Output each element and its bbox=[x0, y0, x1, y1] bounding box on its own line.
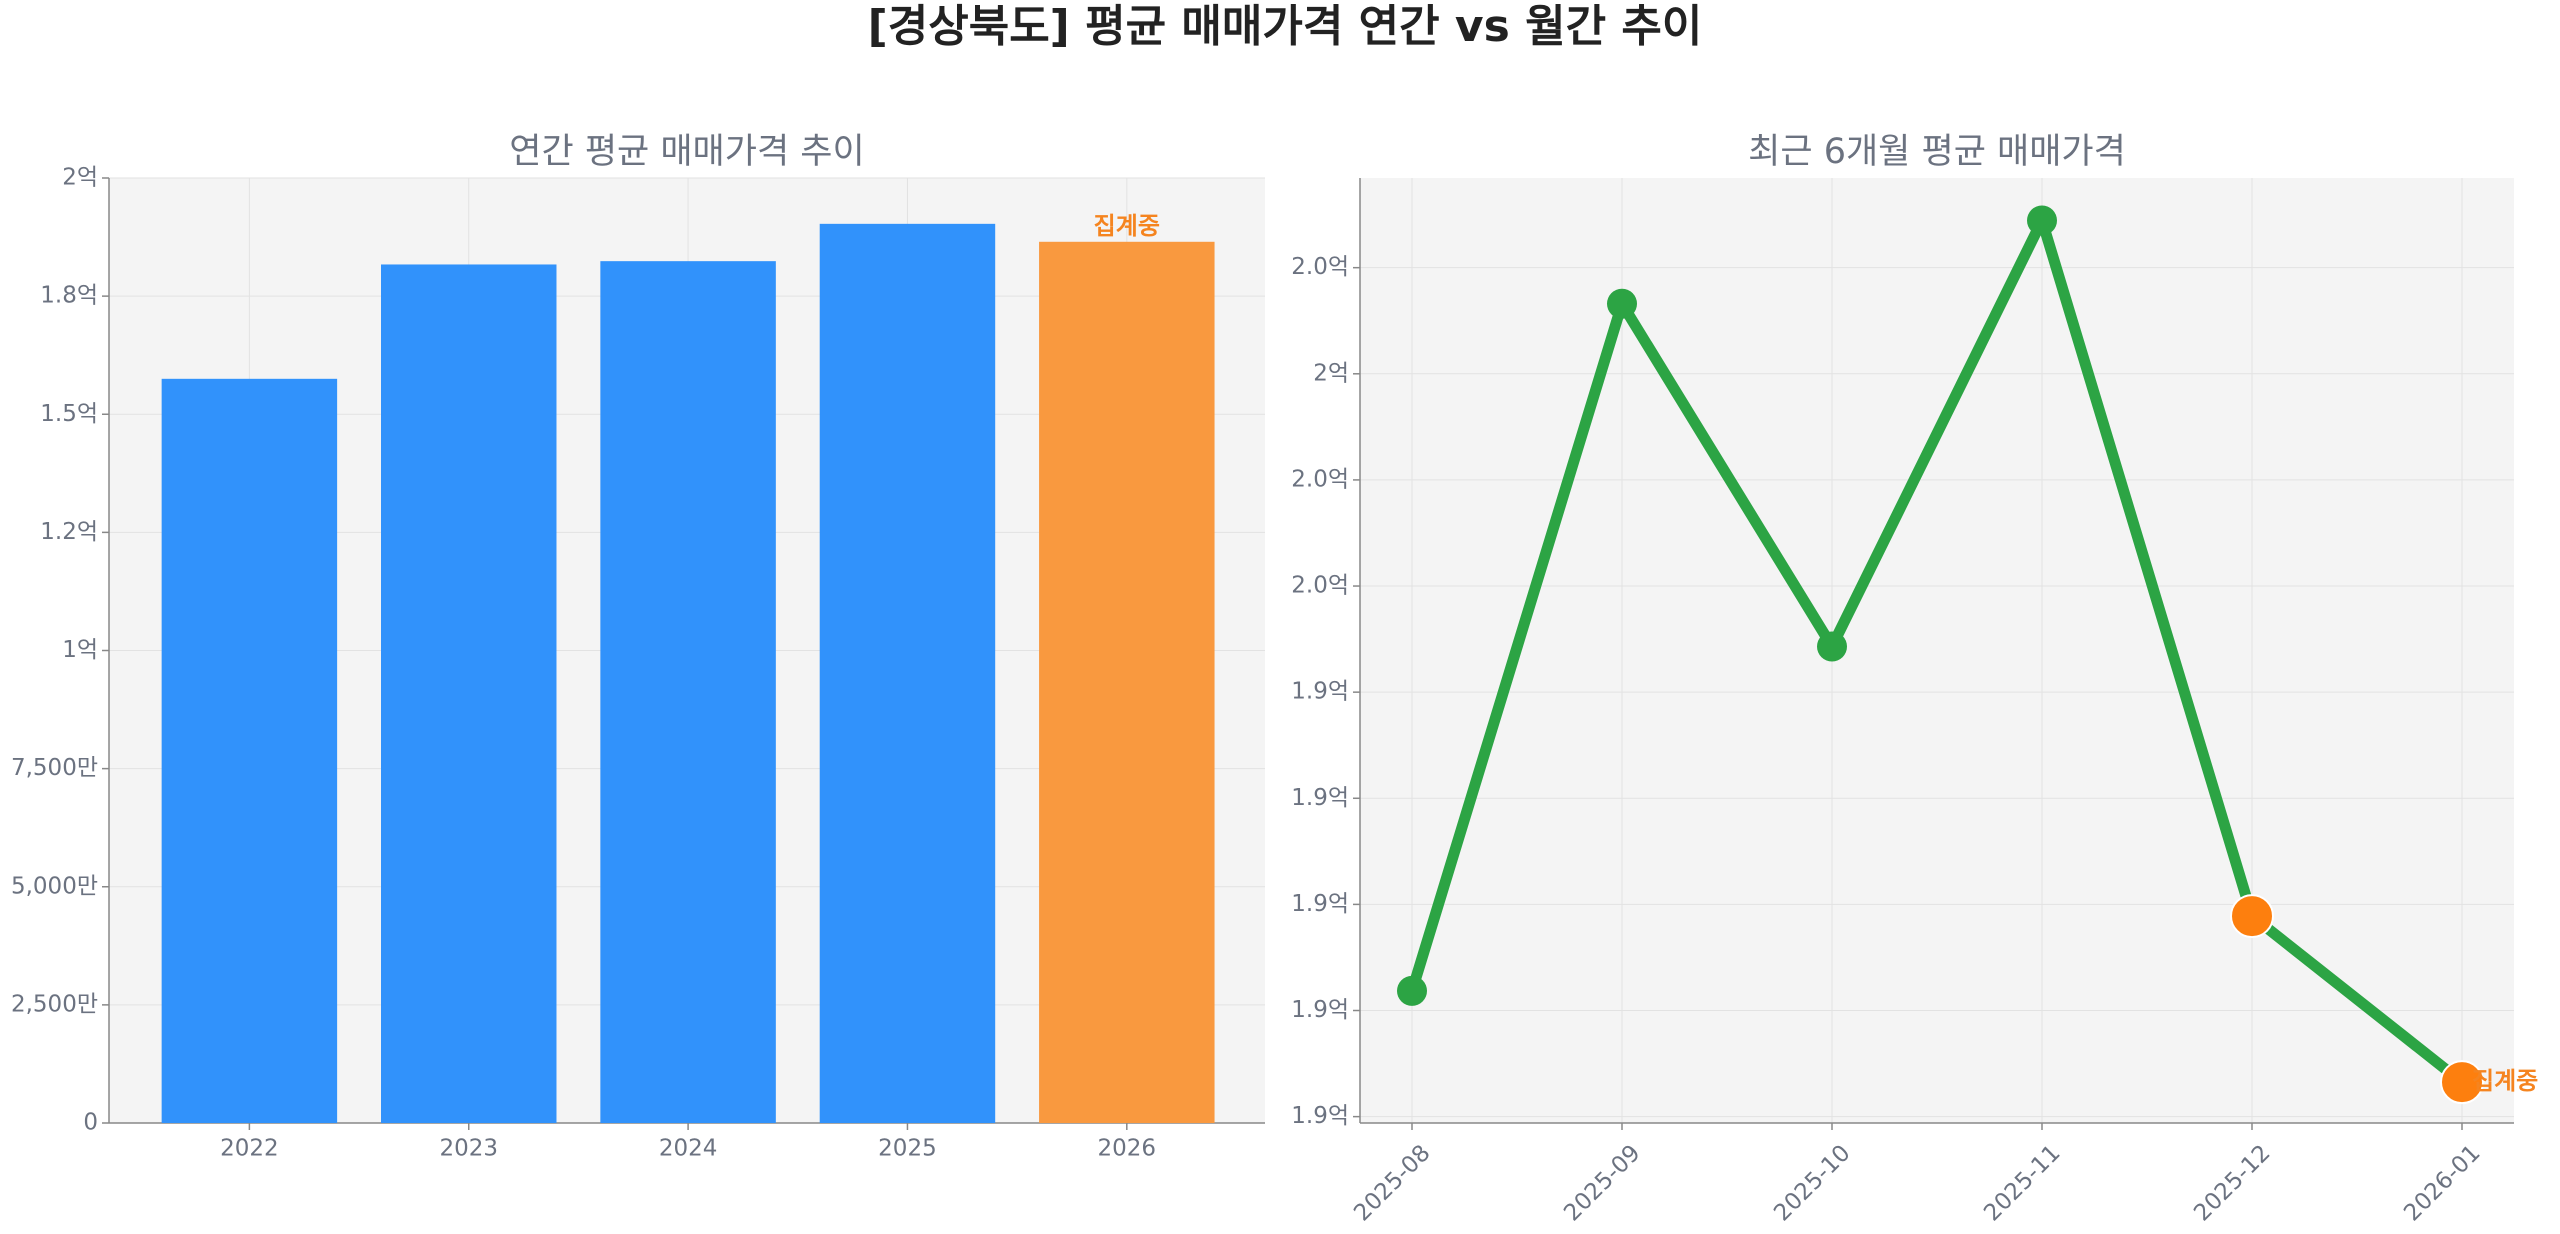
line bbox=[1406, 214, 2466, 1087]
x-tick-label: 2026-01 bbox=[2399, 1140, 2485, 1226]
point bbox=[2230, 894, 2274, 939]
point bbox=[1817, 631, 1847, 662]
y-tick-label: 1억 bbox=[62, 637, 98, 663]
x-tick-label: 2024 bbox=[659, 1136, 718, 1162]
y-tick-label: 1.9억 bbox=[1291, 1103, 1349, 1129]
x-tick-label: 2025-09 bbox=[1559, 1140, 1645, 1226]
annotation: 집계중 bbox=[1094, 212, 1160, 240]
bar bbox=[161, 378, 338, 1123]
point bbox=[2027, 205, 2057, 236]
y-tick-label: 2.0억 bbox=[1291, 466, 1349, 492]
y-tick-label: 5,000만 bbox=[11, 873, 98, 899]
y-tick-label: 2억 bbox=[1313, 360, 1349, 386]
x-tick-label: 2022 bbox=[220, 1136, 279, 1162]
x-tick-label: 2023 bbox=[439, 1136, 498, 1162]
y-tick-label: 0 bbox=[83, 1110, 98, 1136]
y-tick-label: 1.2억 bbox=[40, 519, 98, 545]
y-tick-label: 1.9억 bbox=[1291, 997, 1349, 1023]
x-tick-label: 2025-11 bbox=[1979, 1140, 2065, 1226]
y-tick-label: 1.8억 bbox=[40, 283, 98, 309]
annotation: 집계중 bbox=[2472, 1067, 2538, 1095]
x-tick-label: 2025 bbox=[878, 1136, 937, 1162]
bar bbox=[381, 264, 557, 1123]
x-tick-label: 2026 bbox=[1098, 1136, 1157, 1162]
y-tick-label: 2.0억 bbox=[1291, 573, 1349, 599]
point bbox=[1607, 288, 1637, 319]
point bbox=[2440, 1060, 2484, 1105]
y-tick-label: 1.9억 bbox=[1291, 679, 1349, 705]
y-tick-label: 1.9억 bbox=[1291, 785, 1349, 811]
x-tick-label: 2025-08 bbox=[1349, 1140, 1435, 1226]
bar bbox=[600, 261, 776, 1123]
x-tick-label: 2025-12 bbox=[2189, 1140, 2275, 1226]
bar bbox=[819, 223, 996, 1123]
chart-title: 연간 평균 매매가격 추이 bbox=[509, 132, 864, 172]
chart-title: 최근 6개월 평균 매매가격 bbox=[1748, 132, 2126, 172]
y-tick-label: 1.9억 bbox=[1291, 891, 1349, 917]
y-tick-label: 2.0억 bbox=[1291, 254, 1349, 280]
y-tick-label: 2억 bbox=[62, 165, 98, 191]
y-tick-label: 2,500만 bbox=[11, 991, 98, 1017]
figure-title: [경상북도] 평균 매매가격 연간 vs 월간 추이 bbox=[868, 1, 1703, 52]
bar bbox=[1039, 241, 1215, 1124]
x-tick-label: 2025-10 bbox=[1769, 1140, 1855, 1226]
point bbox=[1397, 975, 1427, 1006]
y-tick-label: 1.5억 bbox=[40, 401, 98, 427]
y-tick-label: 7,500만 bbox=[11, 755, 98, 781]
